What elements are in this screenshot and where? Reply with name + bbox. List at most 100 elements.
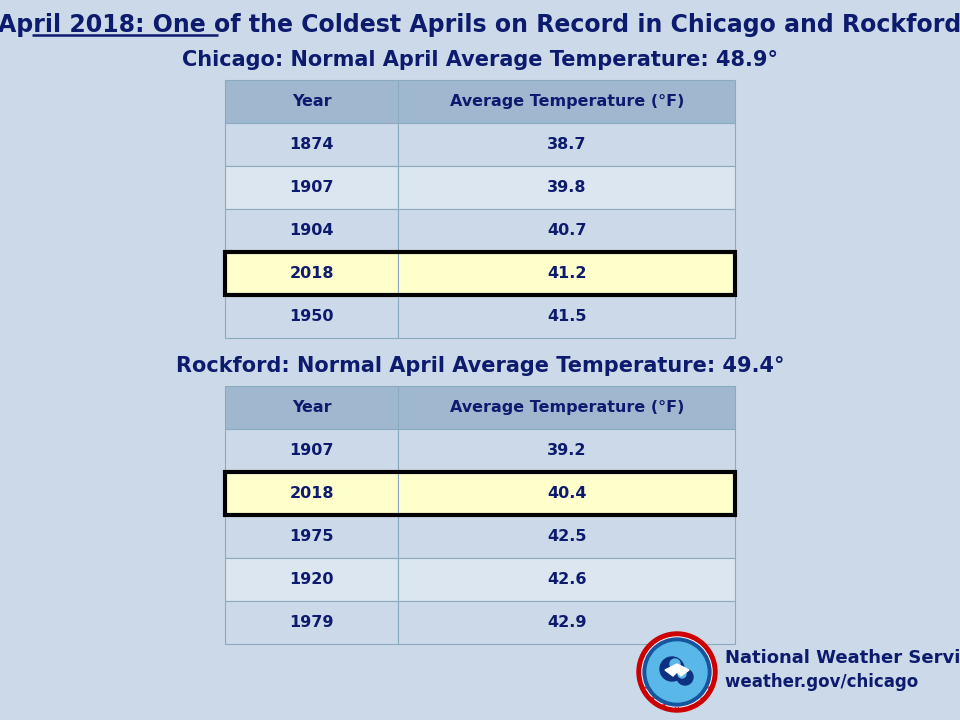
Circle shape xyxy=(685,634,687,636)
Text: A: A xyxy=(694,637,700,644)
Text: A: A xyxy=(645,644,652,650)
Text: R: R xyxy=(660,703,666,710)
Polygon shape xyxy=(665,664,689,676)
Text: N: N xyxy=(639,653,646,660)
Circle shape xyxy=(639,661,641,663)
Text: 1979: 1979 xyxy=(290,615,334,630)
Circle shape xyxy=(649,698,651,700)
Circle shape xyxy=(657,704,659,706)
Text: 1920: 1920 xyxy=(290,572,334,587)
Circle shape xyxy=(712,661,714,663)
Bar xyxy=(225,472,398,515)
Text: National Weather Service  Chicago: National Weather Service Chicago xyxy=(725,649,960,667)
Bar xyxy=(398,515,735,558)
Bar xyxy=(398,295,735,338)
Bar xyxy=(225,166,398,209)
Text: E: E xyxy=(648,696,655,702)
Text: 1950: 1950 xyxy=(290,309,334,324)
Circle shape xyxy=(639,681,641,683)
Circle shape xyxy=(676,709,678,711)
Bar xyxy=(398,123,735,166)
Circle shape xyxy=(703,644,705,646)
Text: Average Temperature (°F): Average Temperature (°F) xyxy=(449,94,684,109)
Circle shape xyxy=(678,670,686,678)
Text: 1907: 1907 xyxy=(290,443,334,458)
Bar xyxy=(398,80,735,123)
Text: N: N xyxy=(684,633,690,639)
Text: 2018: 2018 xyxy=(290,266,334,281)
Bar xyxy=(398,386,735,429)
Text: 38.7: 38.7 xyxy=(547,137,587,152)
Text: 39.2: 39.2 xyxy=(547,443,587,458)
Bar xyxy=(225,252,398,295)
Bar xyxy=(225,601,398,644)
Circle shape xyxy=(708,652,711,654)
Text: 41.2: 41.2 xyxy=(547,266,587,281)
Text: 40.4: 40.4 xyxy=(547,486,587,501)
Bar xyxy=(225,558,398,601)
Text: Chicago: Normal April Average Temperature: 48.9°: Chicago: Normal April Average Temperatur… xyxy=(182,50,778,70)
Bar xyxy=(225,295,398,338)
Bar xyxy=(398,252,735,295)
Text: T: T xyxy=(654,637,660,644)
Text: C: C xyxy=(700,696,706,703)
Bar xyxy=(398,558,735,601)
Text: 1975: 1975 xyxy=(290,529,334,544)
Text: 1874: 1874 xyxy=(290,137,334,152)
Text: Rockford: Normal April Average Temperature: 49.4°: Rockford: Normal April Average Temperatu… xyxy=(176,356,784,376)
Circle shape xyxy=(649,644,651,646)
Circle shape xyxy=(643,652,645,654)
Text: 39.8: 39.8 xyxy=(547,180,587,195)
Text: E: E xyxy=(708,685,714,690)
Circle shape xyxy=(660,657,684,681)
Bar xyxy=(225,209,398,252)
Bar xyxy=(225,123,398,166)
Circle shape xyxy=(666,634,668,636)
Text: 42.5: 42.5 xyxy=(547,529,587,544)
Text: O: O xyxy=(675,632,679,637)
Bar xyxy=(225,515,398,558)
Bar xyxy=(398,601,735,644)
Circle shape xyxy=(676,633,678,635)
Circle shape xyxy=(638,671,640,673)
Text: weather.gov/chicago        May 1, 2018: weather.gov/chicago May 1, 2018 xyxy=(725,673,960,691)
Text: 42.9: 42.9 xyxy=(547,615,587,630)
Bar xyxy=(398,209,735,252)
Text: Year: Year xyxy=(292,94,331,109)
Text: 41.5: 41.5 xyxy=(547,309,587,324)
Text: Year: Year xyxy=(292,400,331,415)
Circle shape xyxy=(695,638,697,640)
Text: L: L xyxy=(702,644,708,650)
Bar xyxy=(225,80,398,123)
Bar xyxy=(225,252,735,295)
Circle shape xyxy=(695,704,697,706)
Bar xyxy=(398,472,735,515)
Circle shape xyxy=(685,708,687,710)
Bar xyxy=(225,429,398,472)
Bar xyxy=(398,429,735,472)
Text: V: V xyxy=(675,707,679,712)
Bar xyxy=(225,472,735,515)
Text: April 2018: One of the Coldest Aprils on Record in Chicago and Rockford: April 2018: One of the Coldest Aprils on… xyxy=(0,13,960,37)
Bar xyxy=(225,386,398,429)
Circle shape xyxy=(677,669,693,685)
Circle shape xyxy=(657,638,659,640)
Circle shape xyxy=(642,637,712,707)
Circle shape xyxy=(712,681,714,683)
Circle shape xyxy=(708,690,711,692)
Text: 1904: 1904 xyxy=(290,223,334,238)
Circle shape xyxy=(643,638,711,706)
Text: 2018: 2018 xyxy=(290,486,334,501)
Circle shape xyxy=(647,642,707,702)
Circle shape xyxy=(703,698,705,700)
Circle shape xyxy=(637,632,717,712)
Circle shape xyxy=(670,659,680,669)
Text: 42.6: 42.6 xyxy=(547,572,587,587)
Bar xyxy=(398,166,735,209)
Circle shape xyxy=(666,708,668,710)
Text: I: I xyxy=(665,634,668,639)
Text: S: S xyxy=(640,685,646,690)
Text: 1907: 1907 xyxy=(290,180,334,195)
Text: Average Temperature (°F): Average Temperature (°F) xyxy=(449,400,684,415)
Circle shape xyxy=(714,671,716,673)
